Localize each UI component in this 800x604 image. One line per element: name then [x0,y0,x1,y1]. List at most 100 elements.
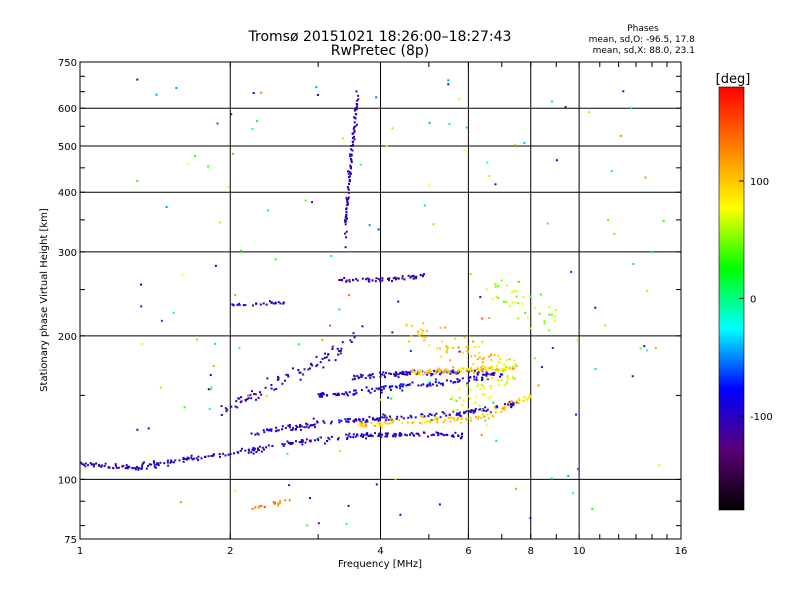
echo-point [456,409,459,412]
echo-point [361,424,364,427]
echo-point [286,452,289,455]
echo-point [496,364,498,367]
echo-point [514,378,516,381]
echo-point [441,382,444,385]
echo-point [397,376,400,379]
echo-point [459,371,462,374]
echo-point [456,378,459,381]
echo-point [480,368,483,371]
echo-point [350,172,352,175]
echo-point [262,429,265,432]
echo-point [398,384,401,387]
echo-point [317,522,320,525]
echo-point [457,370,460,373]
echo-point [253,393,256,395]
echo-point [150,463,153,466]
echo-point [347,198,350,201]
echo-point [403,373,405,376]
echo-point [284,379,286,382]
echo-point [219,221,222,224]
echo-point [382,371,385,374]
echo-point [476,372,479,375]
echo-point [473,346,476,349]
echo-point [254,433,257,436]
echo-point [488,317,491,319]
echo-point [417,433,420,435]
echo-point [483,365,486,368]
echo-point [480,383,483,386]
echo-point [489,384,492,387]
echo-point [494,407,497,410]
echo-point [285,373,288,376]
echo-point [295,424,298,427]
echo-point [260,91,263,94]
echo-point [388,422,391,425]
echo-point [359,163,362,166]
echo-point [142,462,144,465]
echo-point [543,319,546,322]
echo-point [435,431,438,434]
echo-point [347,420,350,423]
echo-point [153,465,156,468]
echo-point [465,126,468,129]
echo-point [277,377,280,380]
echo-point [141,343,144,346]
echo-point [191,458,194,461]
echo-point [405,434,408,437]
echo-point [514,143,517,146]
echo-point [509,304,512,307]
echo-point [436,418,439,421]
echo-point [182,458,185,460]
echo-point [354,117,357,120]
echo-point [175,87,178,89]
echo-point [489,353,492,356]
echo-point [489,411,492,414]
echo-point [288,424,291,427]
echo-point [324,352,327,355]
echo-point [409,433,411,436]
echo-point [429,420,432,423]
echo-point [480,366,483,369]
echo-point [364,420,367,423]
echo-point [423,431,426,434]
echo-point [345,211,348,214]
echo-point [476,384,479,387]
echo-point [401,373,404,375]
echo-point [338,419,341,422]
echo-point [350,159,353,162]
echo-point [496,368,499,371]
echo-point [338,308,341,311]
echo-point [514,401,517,404]
echo-point [483,387,486,390]
echo-point [222,452,225,455]
echo-point [124,467,127,470]
echo-point [461,404,464,407]
echo-point [345,279,348,282]
echo-point [186,162,189,165]
echo-point [388,372,391,375]
echo-point [281,428,284,431]
echo-point [210,455,213,457]
echo-point [247,451,250,454]
echo-point [347,203,349,206]
echo-point [208,408,211,411]
echo-point [311,364,314,367]
echo-point [430,413,433,416]
echo-point [297,369,300,371]
echo-point [190,456,193,459]
echo-point [434,418,437,421]
echo-point [361,374,364,377]
echo-point [475,376,478,379]
echo-point [263,431,266,434]
echo-point [263,505,266,508]
echo-point [512,290,515,293]
echo-point [344,391,347,394]
echo-point [553,315,556,318]
echo-point [244,399,247,401]
echo-point [319,361,322,364]
echo-point [506,374,509,377]
echo-point [441,384,444,387]
echo-point [167,464,170,467]
echo-point [244,304,247,307]
echo-point [316,363,319,366]
